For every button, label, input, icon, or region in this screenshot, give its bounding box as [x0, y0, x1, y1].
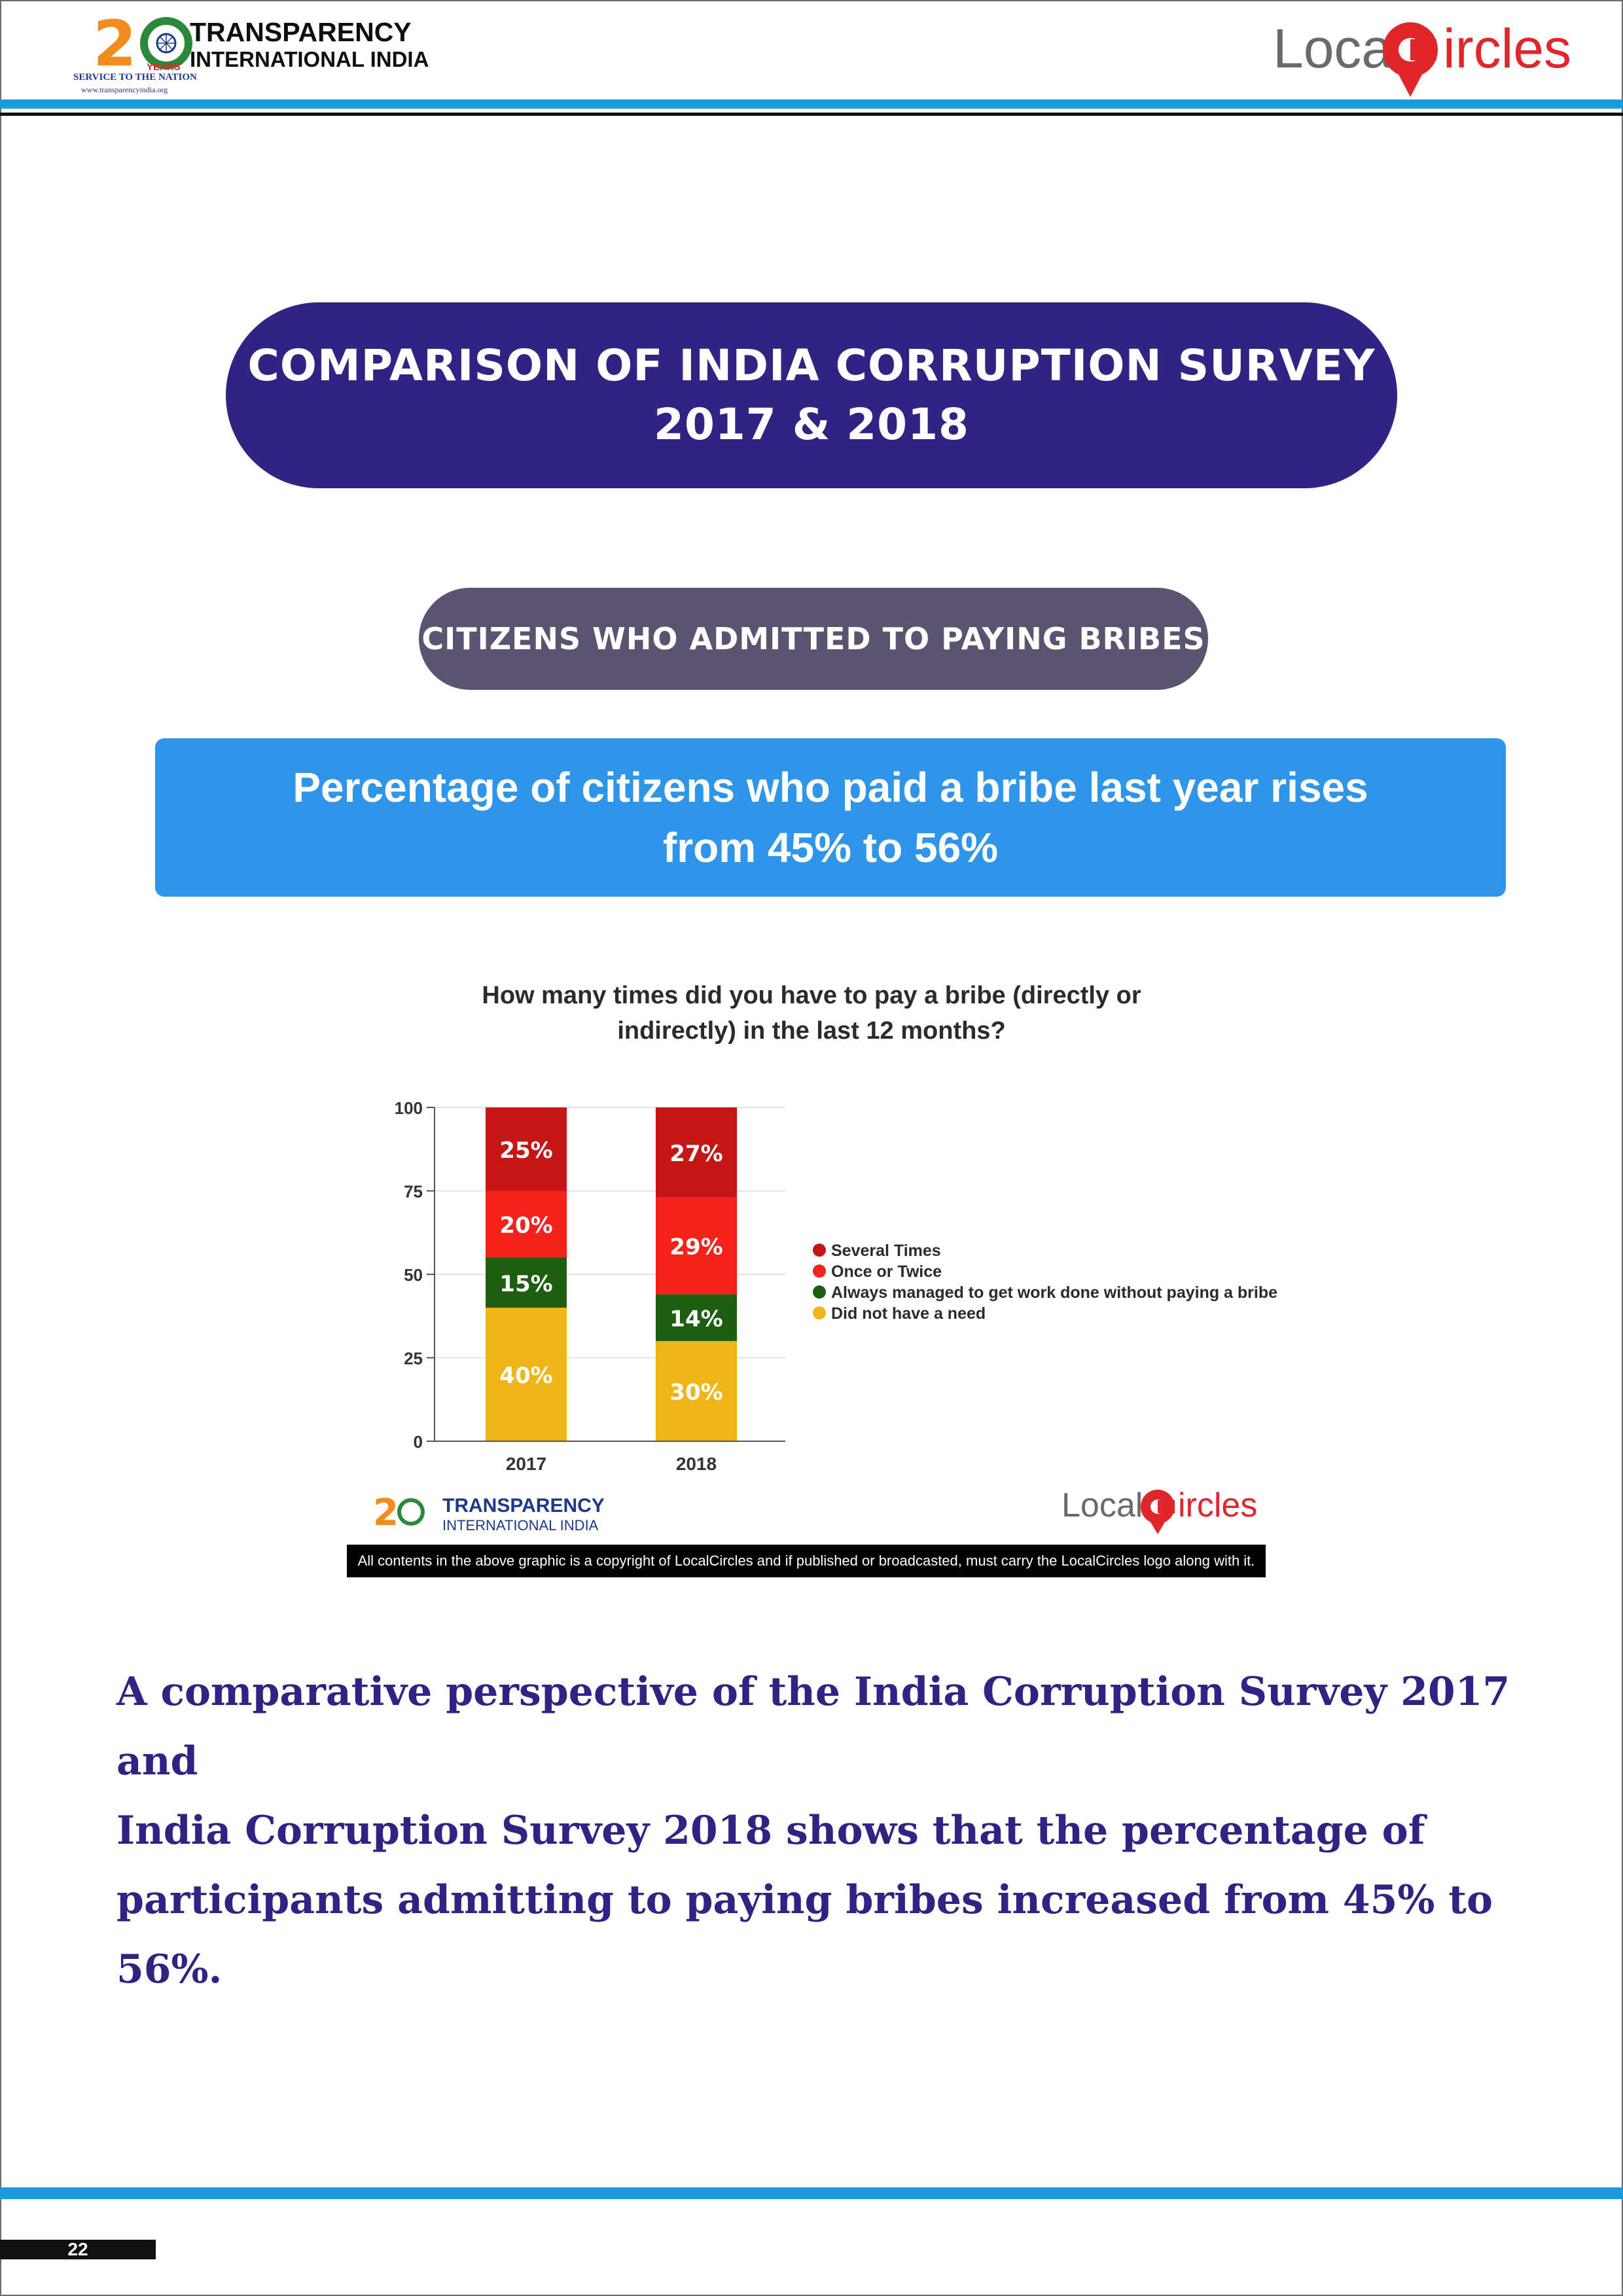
data-label: 15%	[499, 1271, 552, 1297]
chart-ti-name: TRANSPARENCY INTERNATIONAL INDIA	[442, 1496, 605, 1535]
page-title: COMPARISON OF INDIA CORRUPTION SURVEY 20…	[226, 302, 1397, 488]
body-line2: India Corruption Survey 2018 shows that …	[116, 1808, 1425, 1854]
legend-swatch	[813, 1285, 826, 1299]
page-title-line1: COMPARISON OF INDIA CORRUPTION SURVEY	[247, 340, 1376, 391]
headline-banner-line1: Percentage of citizens who paid a bribe …	[293, 764, 1368, 811]
stacked-bar-chart: 0 25 50 75 100 40% 15% 20% 25% 2017 30% 14% 29% 27% 20…	[395, 1098, 1278, 1474]
y-tick-label: 50	[404, 1265, 423, 1285]
section-subtitle: CITIZENS WHO ADMITTED TO PAYING BRIBES	[419, 588, 1208, 690]
bar-segment	[656, 1294, 737, 1341]
chart-question-line1: How many times did you have to pay a bri…	[482, 982, 1141, 1009]
body-line4: 56%.	[116, 1946, 223, 1992]
bar-segment	[486, 1191, 567, 1258]
y-tick-label: 0	[414, 1432, 423, 1452]
page-number: 22	[0, 2240, 156, 2259]
chart-question: How many times did you have to pay a bri…	[366, 978, 1257, 1049]
bar-segment	[486, 1308, 567, 1441]
data-label: 40%	[499, 1363, 552, 1389]
chart-lc-part1: Local	[1061, 1486, 1143, 1524]
svg-text:2: 2	[93, 9, 137, 72]
ti-20-emblem: 2	[93, 9, 192, 72]
ti-years: YEARS	[147, 62, 181, 73]
chart-lc-part2: ircles	[1178, 1486, 1258, 1524]
footer-blue-rule	[0, 2187, 1623, 2199]
bar-segment	[656, 1197, 737, 1295]
header-blue-rule	[0, 99, 1623, 109]
legend-label: Always managed to get work done without …	[831, 1283, 1277, 1302]
ti-name-line2: INTERNATIONAL INDIA	[190, 47, 429, 71]
chart-question-line2: indirectly) in the last 12 months?	[617, 1017, 1006, 1045]
headline-banner-line2: from 45% to 56%	[662, 824, 999, 871]
legend-swatch	[813, 1306, 826, 1319]
ti-name-line1: TRANSPARENCY	[190, 17, 412, 47]
ti-name: TRANSPARENCY INTERNATIONAL INDIA	[190, 18, 429, 73]
chart-ti-name-line2: INTERNATIONAL INDIA	[442, 1517, 599, 1534]
chart-lc-logo: Local ircles	[1061, 1483, 1271, 1542]
ti-tagline: SERVICE TO THE NATION	[73, 72, 197, 82]
bar-segment	[486, 1257, 567, 1308]
lc-pin-icon	[1383, 22, 1438, 97]
x-tick-label: 2017	[506, 1454, 546, 1474]
body-line3: participants admitting to paying bribes …	[116, 1877, 1493, 1923]
data-label: 29%	[669, 1234, 722, 1261]
legend-label: Several Times	[831, 1242, 941, 1260]
page-title-line2: 2017 & 2018	[654, 399, 969, 450]
y-tick-label: 25	[404, 1349, 423, 1369]
headline-banner: Percentage of citizens who paid a bribe …	[155, 738, 1506, 897]
y-tick-label: 100	[395, 1098, 423, 1118]
lc-logo-part1: Local	[1273, 18, 1404, 79]
legend-label: Once or Twice	[831, 1263, 942, 1281]
chart-lc-pin-icon	[1141, 1490, 1175, 1534]
body-paragraph: A comparative perspective of the India C…	[116, 1657, 1517, 2004]
lc-logo-part2: ircles	[1443, 18, 1572, 79]
header-black-rule	[0, 113, 1623, 116]
ti-logo: 2 YEARS TRANSPARENCY INTERNATIONAL INDIA…	[73, 9, 440, 94]
svg-text:2: 2	[373, 1492, 399, 1534]
localcircles-logo: Local ircles	[1273, 13, 1571, 98]
data-label: 20%	[499, 1213, 552, 1239]
legend-swatch	[813, 1244, 826, 1257]
bar-segment	[656, 1107, 737, 1198]
chart-ti-name-line1: TRANSPARENCY	[442, 1495, 605, 1516]
bar-segment	[656, 1341, 737, 1441]
x-tick-label: 2018	[676, 1454, 717, 1474]
y-tick-label: 75	[404, 1182, 423, 1202]
data-label: 25%	[499, 1138, 552, 1164]
data-label: 27%	[669, 1141, 722, 1167]
copyright-notice: All contents in the above graphic is a c…	[347, 1545, 1266, 1577]
legend-swatch	[813, 1265, 826, 1278]
chart-ti-emblem: 2	[373, 1492, 425, 1534]
data-label: 30%	[669, 1380, 722, 1406]
data-label: 14%	[669, 1306, 722, 1332]
ti-url: www.transparencyindia.org	[81, 85, 168, 94]
chart-footer-logos: 2 TRANSPARENCY INTERNATIONAL INDIA Local…	[366, 1480, 1283, 1546]
bar-segment	[486, 1107, 567, 1191]
body-line1: A comparative perspective of the India C…	[116, 1669, 1510, 1784]
legend-label: Did not have a need	[831, 1304, 986, 1323]
